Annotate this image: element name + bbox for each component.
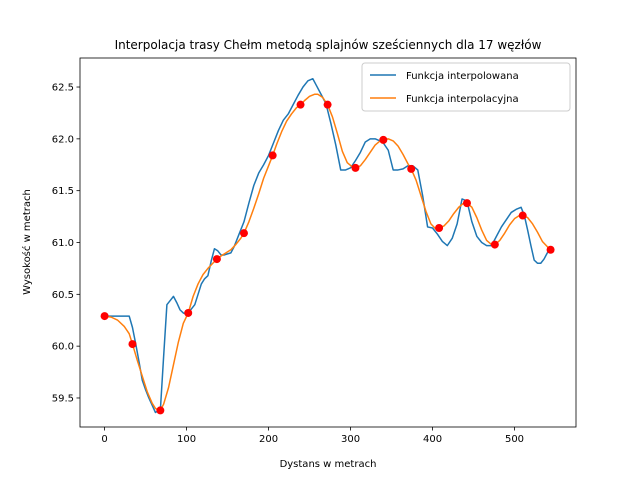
x-tick-label: 500 — [505, 434, 524, 445]
x-axis: 0 100 200 300 400 500 — [101, 427, 524, 445]
y-tick-label: 62.0 — [52, 134, 74, 145]
x-tick-label: 300 — [341, 434, 360, 445]
legend-box — [361, 62, 571, 112]
node-point — [546, 245, 555, 254]
node-point — [462, 199, 471, 208]
node-point — [435, 223, 444, 232]
node-point — [239, 229, 248, 238]
interpolation-nodes — [100, 100, 555, 415]
y-tick-label: 61.0 — [52, 238, 74, 249]
node-point — [268, 151, 277, 160]
node-point — [212, 255, 221, 264]
node-point — [100, 312, 109, 321]
y-tick-label: 61.5 — [52, 186, 74, 197]
y-axis-label: Wysokość w metrach — [21, 189, 33, 295]
x-axis-label: Dystans w metrach — [280, 459, 377, 470]
legend-label-interpolacyjna: Funkcja interpolacyjna — [406, 94, 519, 105]
node-point — [518, 211, 527, 220]
node-point — [296, 100, 305, 109]
node-point — [379, 135, 388, 144]
series-line-interpolowana — [104, 77, 552, 414]
node-point — [128, 340, 137, 349]
node-point — [351, 163, 360, 172]
y-tick-label: 62.5 — [52, 83, 74, 94]
x-tick-label: 200 — [259, 434, 278, 445]
y-tick-label: 60.0 — [52, 342, 74, 353]
y-tick-label: 60.5 — [52, 290, 74, 301]
node-point — [184, 308, 193, 317]
node-point — [407, 164, 416, 173]
legend-label-interpolowana: Funkcja interpolowana — [406, 71, 519, 82]
node-point — [156, 406, 165, 415]
x-tick-label: 0 — [101, 434, 107, 445]
x-tick-label: 400 — [423, 434, 442, 445]
node-point — [490, 240, 499, 249]
y-axis: 59.5 60.0 60.5 61.0 61.5 62.0 62.5 — [52, 83, 80, 404]
y-tick-label: 59.5 — [52, 393, 74, 404]
legend: Funkcja interpolowana Funkcja interpolac… — [361, 62, 571, 112]
x-tick-label: 100 — [177, 434, 196, 445]
chart-title: Interpolacja trasy Chełm metodą splajnów… — [115, 38, 542, 52]
node-point — [323, 100, 332, 109]
